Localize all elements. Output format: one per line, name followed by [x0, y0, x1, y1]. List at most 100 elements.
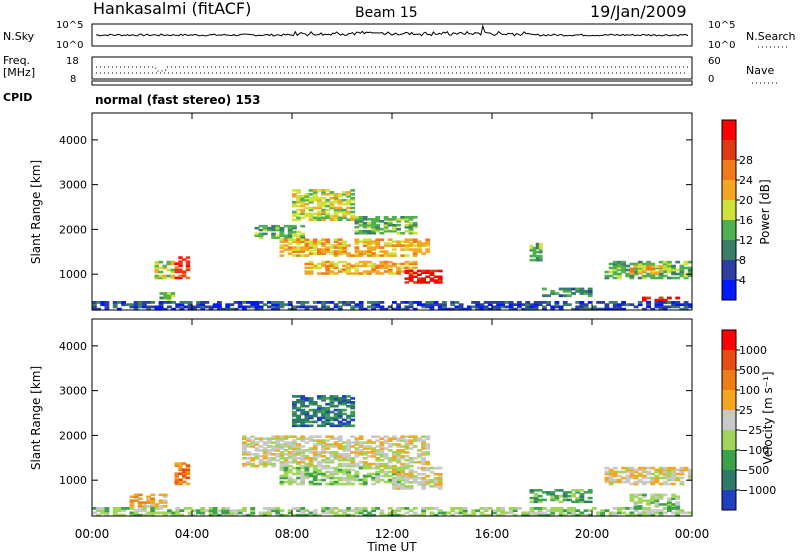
data-cell	[300, 422, 306, 426]
data-cell	[100, 509, 106, 513]
data-cell	[292, 404, 297, 408]
data-cell	[558, 307, 564, 311]
data-cell	[537, 301, 543, 304]
data-cell	[333, 303, 339, 307]
data-cell	[437, 277, 443, 280]
data-cell	[342, 252, 347, 255]
data-cell	[292, 202, 297, 206]
data-cell	[333, 418, 339, 422]
data-cell	[200, 507, 206, 510]
data-cell	[329, 301, 335, 304]
data-cell	[604, 305, 610, 309]
data-cell	[317, 470, 322, 474]
data-cell	[208, 305, 214, 309]
data-cell	[437, 307, 443, 311]
data-cell	[437, 479, 443, 482]
data-cell	[300, 246, 306, 249]
data-cell	[275, 455, 281, 458]
data-cell	[687, 305, 693, 309]
data-cell	[308, 206, 314, 210]
data-cell	[304, 410, 310, 414]
data-cell	[408, 269, 414, 273]
data-cell	[329, 507, 335, 510]
data-cell	[271, 437, 276, 440]
data-cell	[233, 301, 239, 304]
data-cell	[133, 495, 139, 498]
data-cell	[508, 303, 514, 307]
data-cell	[329, 511, 335, 515]
data-cell	[538, 254, 543, 258]
data-cell	[379, 455, 385, 458]
data-cell	[633, 507, 639, 510]
data-cell	[179, 509, 185, 513]
data-cell	[392, 307, 397, 311]
data-cell	[408, 435, 414, 438]
data-cell	[112, 507, 118, 510]
data-cell	[279, 244, 285, 247]
data-cell	[96, 513, 101, 517]
data-cell	[671, 301, 676, 304]
data-cell	[579, 494, 585, 498]
data-cell	[346, 509, 351, 513]
data-cell	[137, 303, 143, 307]
data-cell	[608, 468, 614, 472]
data-cell	[317, 478, 322, 482]
data-cell	[400, 485, 406, 488]
data-cell	[304, 198, 310, 202]
data-cell	[654, 474, 660, 478]
data-cell	[687, 474, 693, 478]
data-cell	[317, 443, 322, 446]
data-cell	[629, 274, 635, 278]
data-cell	[354, 238, 360, 241]
data-cell	[362, 453, 368, 456]
data-cell	[679, 270, 685, 274]
data-cell	[667, 266, 672, 270]
data-cell	[262, 513, 268, 517]
data-cell	[362, 466, 368, 470]
data-cell	[412, 507, 418, 510]
data-cell	[321, 420, 326, 424]
data-cell	[317, 272, 322, 275]
data-cell	[646, 267, 651, 271]
data-cell	[308, 458, 314, 462]
data-cell	[396, 485, 401, 488]
data-cell	[250, 509, 256, 513]
data-cell	[158, 301, 164, 304]
data-cell	[371, 248, 376, 251]
data-cell	[262, 228, 268, 232]
data-cell	[175, 513, 181, 517]
data-cell	[600, 511, 606, 515]
data-cell	[292, 254, 297, 257]
data-cell	[375, 272, 381, 275]
data-cell	[367, 248, 372, 251]
data-cell	[174, 276, 179, 280]
data-cell	[329, 476, 335, 480]
data-cell	[312, 410, 318, 414]
data-cell	[387, 220, 393, 223]
data-cell	[283, 480, 289, 484]
data-cell	[425, 240, 431, 243]
data-cell	[533, 303, 539, 307]
data-cell	[608, 266, 614, 270]
data-cell	[150, 497, 156, 500]
data-cell	[425, 479, 431, 482]
data-cell	[304, 449, 310, 452]
data-cell	[321, 399, 326, 402]
data-cell	[554, 498, 560, 502]
data-cell	[137, 501, 143, 504]
data-cell	[683, 276, 689, 280]
data-cell	[258, 224, 264, 228]
data-cell	[308, 246, 314, 249]
data-cell	[625, 476, 631, 480]
data-cell	[396, 220, 401, 223]
data-cell	[429, 279, 435, 282]
data-cell	[387, 437, 393, 440]
data-cell	[267, 449, 272, 452]
data-cell	[292, 226, 297, 230]
data-cell	[579, 287, 585, 291]
data-cell	[342, 458, 347, 462]
data-cell	[383, 252, 389, 255]
data-cell	[387, 254, 393, 257]
data-cell	[367, 464, 372, 468]
